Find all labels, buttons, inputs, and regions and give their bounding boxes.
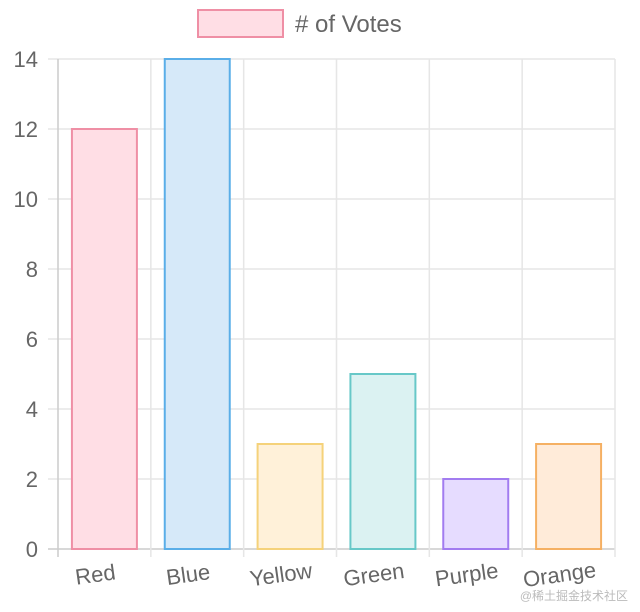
y-tick-label: 14: [14, 47, 38, 72]
y-tick-label: 6: [26, 327, 38, 352]
bar-green: [349, 373, 417, 550]
y-axis-ticks: 0 2 4 6 8 10 12 14: [14, 47, 38, 562]
legend[interactable]: # of Votes: [197, 9, 402, 38]
y-tick-label: 4: [26, 397, 38, 422]
bar-purple: [442, 478, 510, 550]
watermark: @稀土掘金技术社区: [520, 588, 628, 603]
legend-swatch[interactable]: [197, 9, 284, 38]
x-tick-label: Yellow: [248, 558, 314, 592]
grid: [48, 58, 616, 557]
x-tick-label: Orange: [521, 557, 597, 592]
y-tick-label: 10: [14, 187, 38, 212]
y-tick-label: 12: [14, 117, 38, 142]
x-axis-ticks: Red Blue Yellow Green Purple Orange: [74, 557, 598, 592]
x-tick-label: Green: [342, 558, 406, 591]
x-tick-label: Purple: [433, 558, 499, 592]
y-tick-label: 0: [26, 537, 38, 562]
bar-orange: [535, 443, 603, 550]
x-tick-label: Blue: [165, 559, 212, 590]
y-tick-label: 8: [26, 257, 38, 282]
bars: [70, 58, 603, 550]
legend-label[interactable]: # of Votes: [295, 11, 402, 38]
y-tick-label: 2: [26, 467, 38, 492]
bar-blue: [163, 58, 231, 550]
x-tick-label: Red: [74, 559, 117, 589]
bar-yellow: [256, 443, 324, 550]
bar-red: [70, 128, 138, 550]
